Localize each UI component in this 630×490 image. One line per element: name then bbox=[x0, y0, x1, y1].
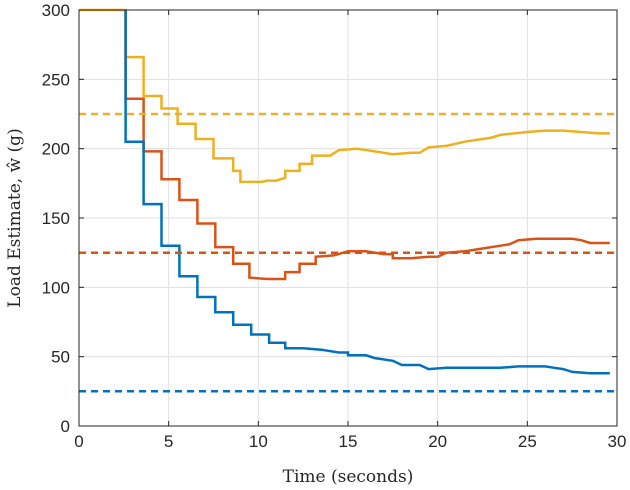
x-tick-label: 20 bbox=[428, 432, 447, 451]
series-line-0 bbox=[79, 8, 610, 184]
y-tick-label: 300 bbox=[42, 1, 70, 20]
x-tick-label: 5 bbox=[164, 432, 173, 451]
series-line-1 bbox=[124, 10, 610, 281]
x-tick-label: 10 bbox=[249, 432, 268, 451]
y-tick-label: 200 bbox=[42, 140, 70, 159]
x-axis-label: Time (seconds) bbox=[283, 467, 414, 487]
x-tick-label: 25 bbox=[518, 432, 537, 451]
grid bbox=[78, 9, 618, 427]
x-tick-label: 15 bbox=[339, 432, 358, 451]
series-line-2 bbox=[124, 10, 610, 375]
series-layer bbox=[79, 8, 617, 393]
y-axis-label: Load Estimate, ŵ (g) bbox=[5, 128, 25, 307]
y-tick-label: 0 bbox=[61, 417, 70, 436]
x-tick-label: 0 bbox=[74, 432, 83, 451]
y-tick-label: 100 bbox=[42, 278, 70, 297]
y-tick-label: 50 bbox=[51, 348, 70, 367]
y-tick-label: 150 bbox=[42, 209, 70, 228]
x-tick-label: 30 bbox=[608, 432, 627, 451]
y-tick-label: 250 bbox=[42, 70, 70, 89]
